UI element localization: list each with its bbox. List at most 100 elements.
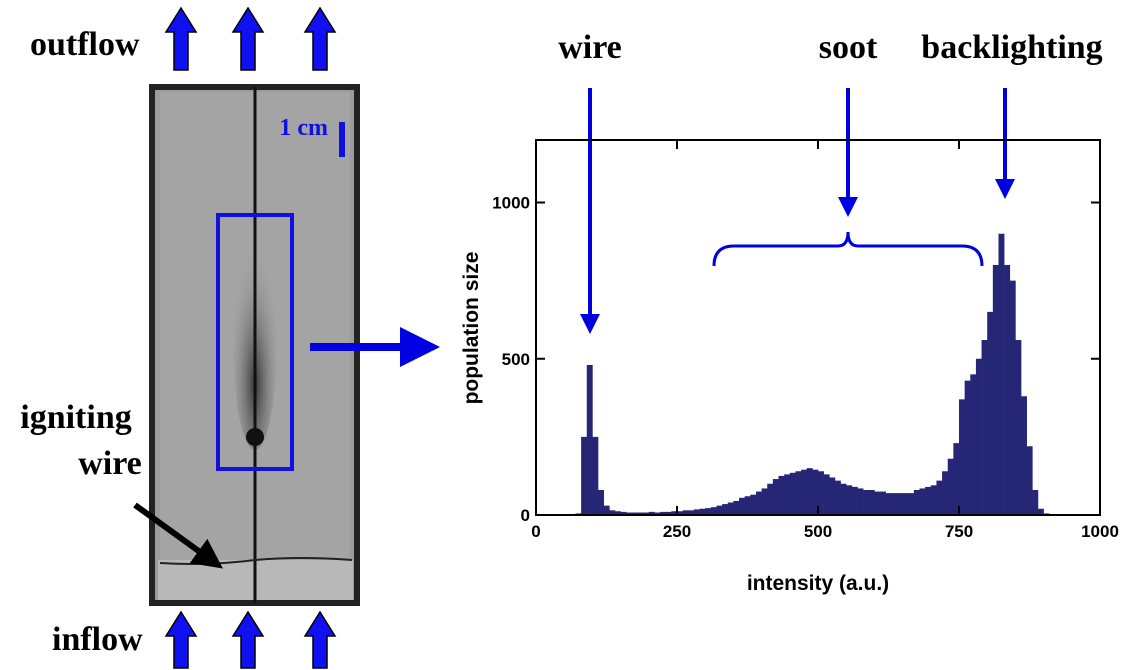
- bar: [1037, 508, 1044, 515]
- bar: [772, 479, 779, 515]
- bar: [846, 485, 853, 515]
- bar: [710, 507, 717, 515]
- bar: [592, 436, 599, 515]
- bar: [1004, 265, 1011, 515]
- bar: [648, 511, 655, 515]
- bar: [755, 491, 762, 515]
- bar: [716, 505, 723, 515]
- flow-arrows: [164, 6, 337, 669]
- bar: [688, 510, 695, 515]
- bar: [874, 491, 881, 515]
- brace: [712, 231, 984, 267]
- y-axis-label: population size: [460, 252, 483, 405]
- bar: [818, 471, 824, 515]
- bar: [863, 490, 870, 515]
- bar: [677, 511, 683, 515]
- bar: [930, 485, 937, 515]
- bar: [665, 511, 672, 515]
- bar: [637, 512, 644, 515]
- bar: [598, 490, 604, 515]
- bar: [722, 504, 729, 515]
- bar: [727, 502, 734, 515]
- x-tick-label: 0: [531, 522, 540, 541]
- bar: [840, 483, 847, 515]
- bar: [671, 511, 678, 515]
- bar: [913, 490, 920, 515]
- bar: [936, 480, 943, 515]
- annotation: backlighting: [921, 29, 1102, 66]
- bar: [801, 469, 808, 515]
- bar: [609, 510, 616, 515]
- bar: [880, 491, 886, 515]
- label: wire: [78, 445, 142, 482]
- annotation: soot: [819, 29, 878, 66]
- bar: [654, 512, 661, 515]
- bar: [693, 509, 700, 515]
- bar: [1026, 446, 1033, 515]
- bar: [739, 497, 745, 515]
- bar: [992, 265, 999, 515]
- label: igniting: [20, 399, 131, 436]
- x-tick-label: 250: [663, 522, 691, 541]
- y-tick-label: 500: [502, 350, 530, 369]
- bar: [885, 493, 892, 515]
- bar: [586, 365, 593, 515]
- bar: [603, 505, 610, 515]
- bar: [699, 508, 706, 515]
- bar: [823, 474, 830, 515]
- bar: [925, 486, 932, 515]
- bar: [953, 443, 960, 515]
- bar: [795, 471, 802, 515]
- bar: [998, 233, 1005, 515]
- bar: [919, 488, 926, 515]
- bar: [868, 490, 875, 515]
- bar: [987, 311, 994, 515]
- bar: [1021, 396, 1027, 515]
- bar: [733, 500, 740, 515]
- x-tick-label: 500: [804, 522, 832, 541]
- bar: [784, 474, 791, 515]
- outflow-label: outflow: [30, 26, 140, 63]
- bar: [626, 512, 633, 515]
- bar: [761, 488, 768, 515]
- bar: [631, 512, 638, 515]
- bar: [660, 511, 667, 515]
- bar: [964, 380, 971, 515]
- bar: [1032, 490, 1039, 515]
- bar: [767, 483, 774, 515]
- bar: [750, 494, 757, 515]
- y-tick-label: 1000: [492, 194, 530, 213]
- bar: [789, 472, 796, 515]
- x-tick-label: 750: [945, 522, 973, 541]
- bar: [857, 488, 864, 515]
- y-tick-label: 0: [521, 506, 530, 525]
- bar: [896, 493, 903, 515]
- bar: [908, 493, 915, 515]
- scale-label: 1 cm: [279, 115, 328, 141]
- bar: [975, 358, 982, 515]
- bar: [891, 493, 898, 515]
- annotation: wire: [558, 29, 622, 66]
- bar: [834, 480, 841, 515]
- bar: [812, 469, 819, 515]
- bar: [682, 510, 689, 515]
- bar: [947, 458, 954, 515]
- bar: [1015, 340, 1022, 515]
- bar: [942, 471, 949, 515]
- bar: [851, 486, 858, 515]
- bar: [829, 477, 836, 515]
- x-axis-label: intensity (a.u.): [747, 572, 889, 595]
- bar: [981, 340, 988, 515]
- bar: [705, 508, 712, 515]
- bar: [806, 468, 813, 515]
- inflow-label: inflow: [52, 621, 143, 658]
- bar: [1009, 280, 1016, 515]
- bar: [581, 436, 588, 515]
- arrow: [133, 502, 223, 569]
- bar: [902, 493, 909, 515]
- bar: [970, 374, 977, 515]
- bar: [744, 496, 751, 515]
- bar: [778, 475, 785, 515]
- bar: [959, 399, 965, 515]
